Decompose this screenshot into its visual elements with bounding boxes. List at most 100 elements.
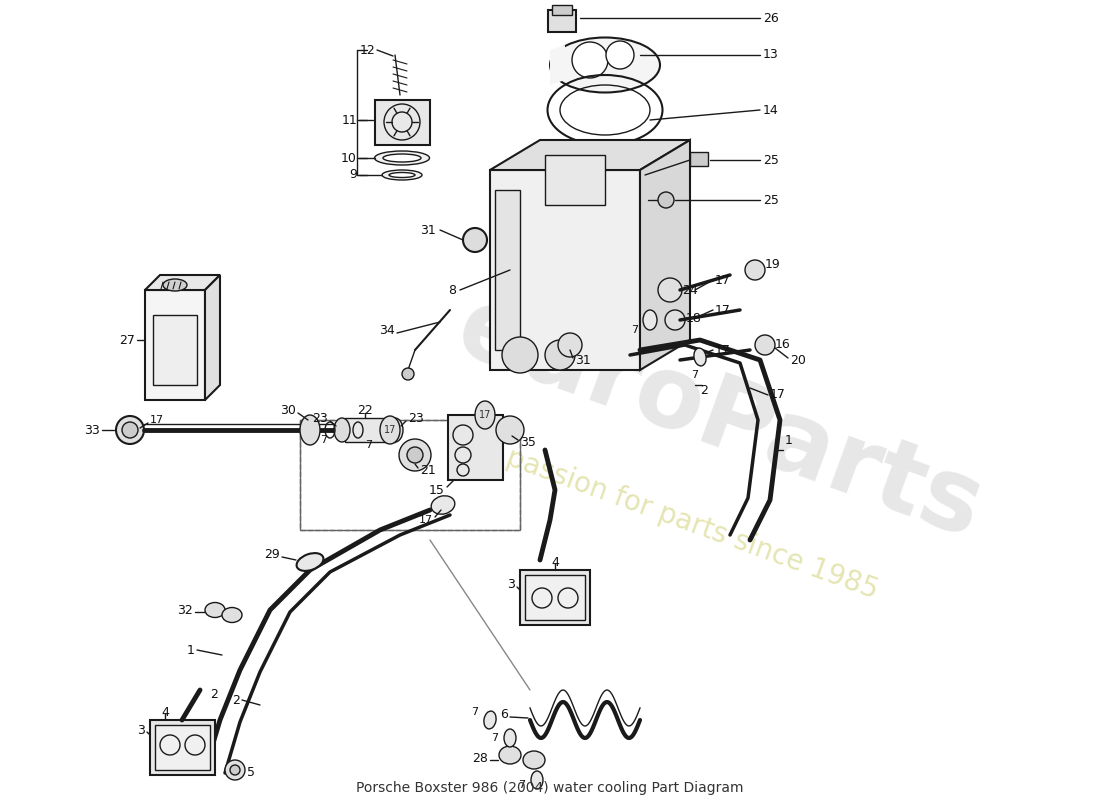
Circle shape xyxy=(122,422,138,438)
Text: 7: 7 xyxy=(491,733,498,743)
Ellipse shape xyxy=(499,746,521,764)
Bar xyxy=(345,418,395,442)
Ellipse shape xyxy=(504,729,516,747)
Circle shape xyxy=(230,765,240,775)
Text: 34: 34 xyxy=(379,323,395,337)
Text: 25: 25 xyxy=(763,154,779,166)
Text: 7: 7 xyxy=(471,707,478,717)
Ellipse shape xyxy=(334,418,350,442)
Text: 2: 2 xyxy=(700,383,708,397)
Text: 17: 17 xyxy=(715,303,730,317)
Bar xyxy=(300,420,520,530)
Text: euroParts: euroParts xyxy=(444,280,996,560)
Text: 1: 1 xyxy=(785,434,793,446)
Ellipse shape xyxy=(522,751,544,769)
Bar xyxy=(448,415,503,480)
Circle shape xyxy=(544,340,575,370)
Ellipse shape xyxy=(431,496,454,514)
Bar xyxy=(552,5,572,15)
Text: 23: 23 xyxy=(312,411,328,425)
Ellipse shape xyxy=(644,310,657,330)
Ellipse shape xyxy=(163,279,187,291)
Text: 18: 18 xyxy=(686,311,702,325)
Text: 7: 7 xyxy=(518,780,525,790)
Circle shape xyxy=(558,333,582,357)
Ellipse shape xyxy=(531,771,543,789)
Circle shape xyxy=(496,416,524,444)
Ellipse shape xyxy=(475,401,495,429)
Text: Porsche Boxster 986 (2004) water cooling Part Diagram: Porsche Boxster 986 (2004) water cooling… xyxy=(356,781,744,795)
Text: 17: 17 xyxy=(715,343,730,357)
Circle shape xyxy=(745,260,764,280)
Text: 16: 16 xyxy=(776,338,791,351)
Text: 7: 7 xyxy=(692,370,698,380)
Ellipse shape xyxy=(694,348,706,366)
Circle shape xyxy=(226,760,245,780)
Ellipse shape xyxy=(383,154,421,162)
Text: 3: 3 xyxy=(138,723,145,737)
Circle shape xyxy=(606,41,634,69)
Bar xyxy=(548,10,576,32)
Text: 23: 23 xyxy=(408,411,424,425)
Bar xyxy=(495,190,520,350)
Text: 31: 31 xyxy=(575,354,591,366)
Text: 17: 17 xyxy=(770,389,785,402)
Polygon shape xyxy=(145,275,220,290)
Text: 2: 2 xyxy=(210,689,218,702)
Text: 7: 7 xyxy=(631,325,638,335)
Polygon shape xyxy=(375,100,430,145)
Text: 32: 32 xyxy=(177,603,192,617)
Polygon shape xyxy=(525,575,585,620)
Ellipse shape xyxy=(300,415,320,445)
Text: 28: 28 xyxy=(472,751,488,765)
Text: 31: 31 xyxy=(420,223,436,237)
Text: 8: 8 xyxy=(448,283,456,297)
Text: 14: 14 xyxy=(763,103,779,117)
Text: 3: 3 xyxy=(507,578,515,591)
Ellipse shape xyxy=(222,607,242,622)
Circle shape xyxy=(116,416,144,444)
Polygon shape xyxy=(640,140,690,370)
Text: 4: 4 xyxy=(551,555,559,569)
Text: 33: 33 xyxy=(85,423,100,437)
Text: 17: 17 xyxy=(478,410,492,420)
Ellipse shape xyxy=(297,553,323,571)
Text: 29: 29 xyxy=(264,549,280,562)
Bar xyxy=(153,315,197,385)
Bar xyxy=(544,155,605,205)
Polygon shape xyxy=(490,140,690,170)
Text: 17: 17 xyxy=(419,515,433,525)
Ellipse shape xyxy=(389,173,415,178)
Polygon shape xyxy=(150,720,214,775)
Text: 13: 13 xyxy=(763,49,779,62)
Ellipse shape xyxy=(374,151,429,165)
Text: a passion for parts since 1985: a passion for parts since 1985 xyxy=(478,435,882,605)
Circle shape xyxy=(502,337,538,373)
Ellipse shape xyxy=(205,602,225,618)
Text: 19: 19 xyxy=(764,258,781,271)
Text: 20: 20 xyxy=(790,354,806,366)
Text: 4: 4 xyxy=(161,706,169,718)
Polygon shape xyxy=(205,275,220,400)
Text: 22: 22 xyxy=(358,403,373,417)
Polygon shape xyxy=(520,570,590,625)
Text: 30: 30 xyxy=(280,403,296,417)
Text: 26: 26 xyxy=(763,11,779,25)
Circle shape xyxy=(666,310,685,330)
Polygon shape xyxy=(490,170,640,370)
Text: 17: 17 xyxy=(384,425,396,435)
Text: 7: 7 xyxy=(365,440,372,450)
Circle shape xyxy=(658,278,682,302)
Text: 12: 12 xyxy=(360,43,375,57)
Text: 1: 1 xyxy=(187,643,195,657)
Text: 24: 24 xyxy=(682,283,697,297)
Text: 5: 5 xyxy=(248,766,255,778)
Text: 7: 7 xyxy=(320,435,327,445)
Text: 17: 17 xyxy=(150,415,164,425)
Circle shape xyxy=(407,447,424,463)
Ellipse shape xyxy=(550,38,660,93)
Text: 35: 35 xyxy=(520,437,536,450)
Bar xyxy=(690,152,708,166)
Polygon shape xyxy=(550,45,565,85)
Text: 6: 6 xyxy=(500,709,508,722)
